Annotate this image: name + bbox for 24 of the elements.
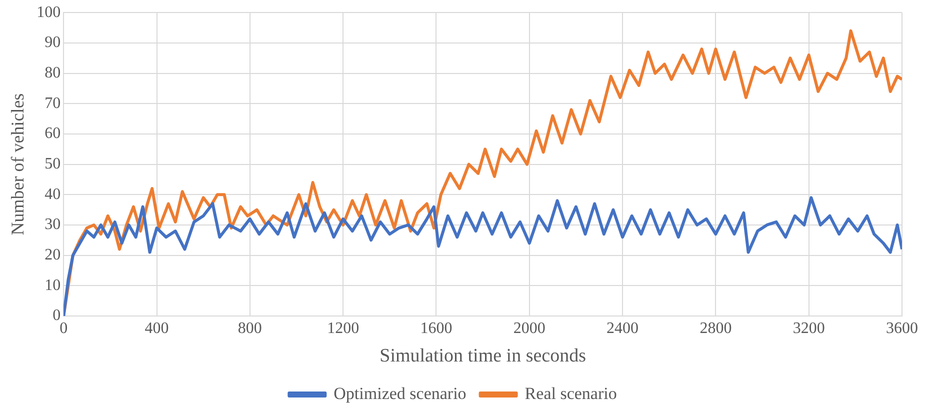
x-tick-label: 2800 [700,320,732,337]
x-tick-label: 1600 [420,320,452,337]
x-tick-label: 3600 [886,320,918,337]
y-tick-label: 0 [52,307,61,324]
y-tick-label: 100 [36,4,61,21]
y-tick-label: 40 [44,186,61,203]
x-tick-label: 3200 [792,320,825,337]
x-tick-label: 800 [238,320,262,337]
y-tick-label: 90 [44,34,61,52]
y-tick-label: 10 [44,276,61,294]
x-tick-label: 2000 [513,320,546,337]
legend-label: Real scenario [524,384,617,403]
x-tick-label: 1200 [327,320,360,337]
legend-label: Optimized scenario [334,384,466,403]
y-tick-label: 60 [44,125,61,142]
y-axis-title: Number of vehicles [8,93,28,236]
x-tick-label: 2400 [606,320,639,337]
y-tick-label: 30 [44,216,61,234]
y-tick-label: 70 [44,94,61,112]
y-tick-label: 20 [44,246,61,264]
y-tick-label: 80 [44,64,61,82]
x-axis-title: Simulation time in seconds [380,346,586,367]
y-tick-label: 50 [44,156,61,173]
x-tick-label: 400 [144,320,169,337]
